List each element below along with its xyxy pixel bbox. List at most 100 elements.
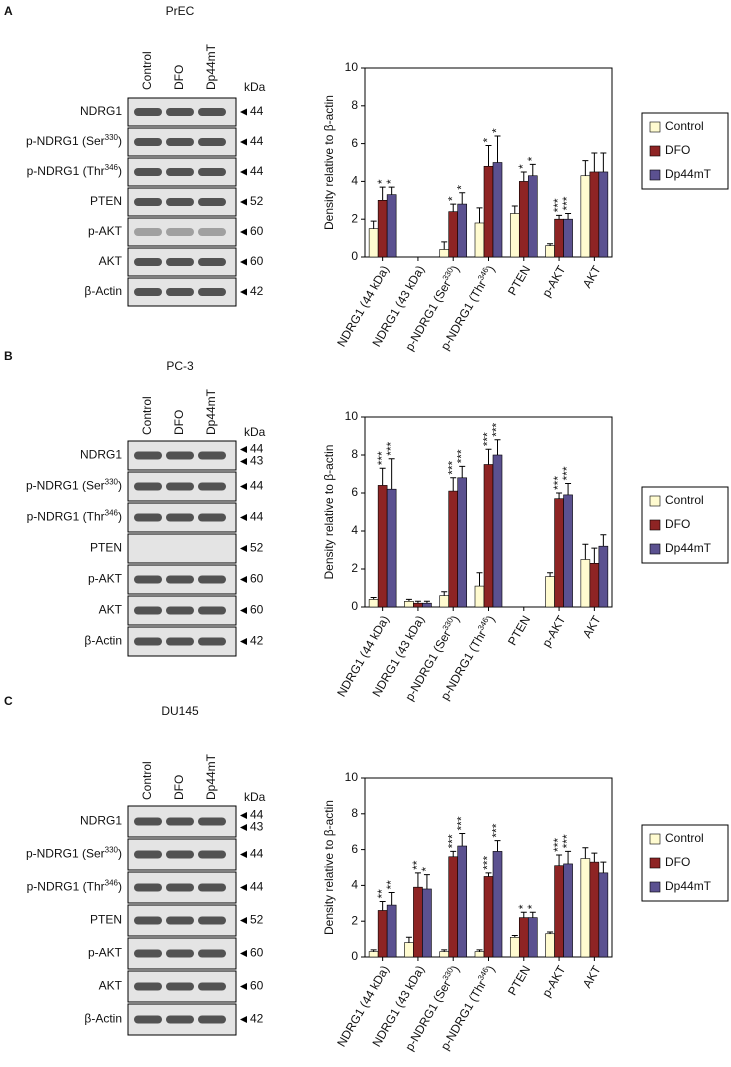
arrow	[240, 545, 247, 552]
legend-label: DFO	[665, 143, 690, 157]
error-bar	[556, 214, 563, 220]
bar	[518, 181, 529, 258]
bar	[413, 886, 423, 958]
kda-label: 52	[250, 913, 264, 927]
bar	[457, 203, 468, 258]
bar	[474, 951, 485, 958]
blot-band	[166, 982, 194, 991]
error-bar	[565, 213, 572, 220]
blot-band	[198, 916, 226, 925]
error-bar	[459, 465, 466, 478]
error-bar	[379, 186, 386, 201]
bar	[598, 545, 609, 608]
kda-label: 44	[250, 880, 264, 894]
significance: ***	[384, 441, 398, 455]
bar	[448, 490, 459, 608]
blot-band	[198, 575, 226, 584]
blot-band	[198, 258, 226, 266]
error-bar	[511, 935, 518, 938]
bar	[598, 872, 609, 958]
bar	[413, 602, 423, 608]
bar	[377, 200, 388, 258]
superscript: 346	[105, 878, 119, 887]
significance: ***	[445, 460, 459, 474]
protein-label: AKT	[99, 603, 123, 617]
kda-label: 44	[250, 479, 264, 493]
blot-band	[198, 228, 226, 236]
kda-label: 60	[250, 946, 264, 960]
kda-label: 60	[250, 224, 264, 238]
y-tick-label: 8	[351, 447, 358, 461]
y-tick-label: 2	[351, 561, 358, 575]
legend-swatch	[649, 169, 661, 181]
text-part: )	[118, 847, 122, 861]
text-part: )	[448, 263, 462, 273]
significance: ***	[490, 823, 504, 837]
arrow	[240, 917, 247, 924]
legend-swatch	[649, 495, 661, 507]
arrow	[240, 638, 247, 645]
error-bar	[556, 854, 563, 866]
text-part: p-NDRG1 (Ser	[26, 847, 105, 861]
error-bar	[529, 163, 536, 176]
unit-label: kDa	[244, 80, 266, 94]
kda-label: 44	[250, 442, 264, 456]
protein-label: NDRG1	[80, 814, 122, 828]
blot-band	[134, 637, 162, 646]
error-bar	[529, 911, 536, 918]
bar	[474, 222, 485, 258]
kda-label: 44	[250, 847, 264, 861]
bar	[598, 171, 609, 258]
bar	[439, 951, 450, 958]
bar	[563, 218, 573, 258]
significance: *	[481, 137, 495, 142]
blot-band	[166, 949, 194, 958]
blot-band	[166, 168, 194, 176]
bar	[448, 856, 459, 958]
text-part: p-NDRG1 (Ser	[26, 134, 105, 148]
blot-band	[166, 108, 194, 116]
y-tick-label: 10	[345, 409, 359, 423]
error-bar	[379, 467, 386, 486]
kda-label: 44	[250, 104, 264, 118]
blot-band	[134, 228, 162, 236]
protein-label: β-Actin	[84, 634, 122, 648]
kda-label: 60	[250, 603, 264, 617]
blot-band	[198, 883, 226, 892]
panel-label: B	[4, 349, 13, 363]
error-bar	[476, 572, 483, 587]
error-bar	[494, 439, 501, 455]
protein-label: AKT	[99, 254, 123, 268]
blot-band	[198, 482, 226, 491]
y-tick-label: 2	[351, 913, 358, 927]
error-bar	[600, 152, 607, 172]
bar	[422, 888, 432, 958]
bar	[527, 917, 538, 958]
blot-box	[127, 217, 237, 247]
y-tick-label: 10	[345, 770, 359, 784]
blot-band	[134, 451, 162, 460]
bar	[457, 477, 468, 608]
bar	[368, 228, 379, 258]
bar	[386, 904, 397, 958]
significance: ***	[481, 432, 495, 446]
superscript: 330	[105, 845, 119, 854]
significance: *	[384, 179, 398, 184]
kda-label: 44	[250, 134, 264, 148]
error-bar	[547, 572, 554, 577]
blot-band	[166, 575, 194, 584]
y-tick-label: 6	[351, 485, 358, 499]
bar	[439, 595, 450, 608]
blot-band	[166, 637, 194, 646]
blot-band	[166, 916, 194, 925]
blot-band	[198, 108, 226, 116]
error-bar	[591, 547, 598, 564]
significance: ***	[375, 451, 389, 465]
blot-band	[198, 138, 226, 146]
error-bar	[414, 872, 421, 888]
blot-band	[166, 451, 194, 460]
y-tick-label: 0	[351, 599, 358, 613]
protein-label: NDRG1	[80, 448, 122, 462]
blot-band	[166, 198, 194, 206]
